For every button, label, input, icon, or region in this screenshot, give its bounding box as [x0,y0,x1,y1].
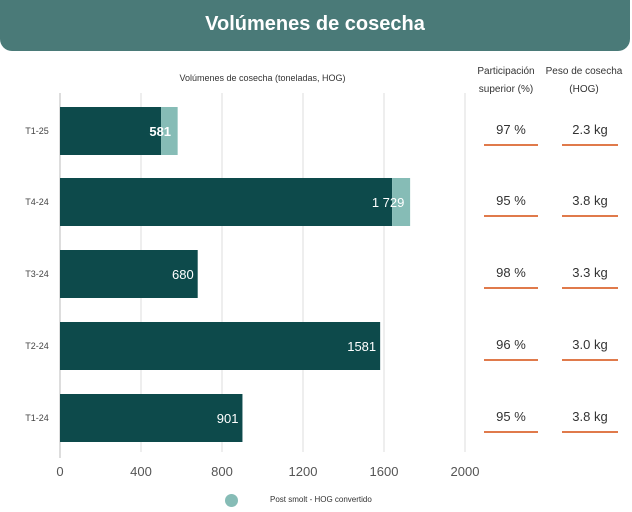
bar-harvest-volume [60,107,162,155]
category-label: T3-24 [25,269,49,279]
data-label: 1 729 [372,195,405,210]
data-label: 680 [172,267,194,282]
bar-harvest-volume [60,322,381,370]
participation-value: 95 % [496,409,526,424]
header-bar: Volúmenes de cosecha [0,0,630,51]
bar-harvest-volume [60,250,198,298]
x-tick-label: 1600 [370,464,399,479]
data-label: 901 [217,411,239,426]
participation-value: 98 % [496,265,526,280]
harvest-weight-value: 3.8 kg [572,193,608,208]
participation-value: 96 % [496,337,526,352]
participation-value: 97 % [496,122,526,137]
cell-underline [484,215,538,217]
chart-title: Volúmenes de cosecha (toneladas, HOG) [179,73,346,83]
harvest-weight-value: 2.3 kg [572,122,608,137]
participation-value: 95 % [496,193,526,208]
x-tick-label: 1200 [289,464,318,479]
cell-underline [484,431,538,433]
cell-underline [562,215,618,217]
bar-harvest-volume [60,178,393,226]
cell-underline [484,287,538,289]
cell-underline [562,431,618,433]
column-header-participation: Participación superior (%) [477,66,535,95]
x-tick-label: 400 [130,464,152,479]
cell-underline [562,359,618,361]
harvest-weight-value: 3.8 kg [572,409,608,424]
x-tick-label: 0 [56,464,63,479]
legend-swatch-post-smolt [225,494,238,507]
column-header-harvest-weight: Peso de cosecha (HOG) [545,66,623,95]
category-label: T2-24 [25,341,49,351]
cell-underline [562,287,618,289]
cell-underline [484,144,538,146]
x-tick-label: 2000 [451,464,480,479]
legend-label-post-smolt: Post smolt - HOG convertido [270,495,372,504]
bar-post-smolt [392,178,411,226]
page-title: Volúmenes de cosecha [205,13,425,35]
harvest-weight-value: 3.0 kg [572,337,608,352]
category-label: T4-24 [25,197,49,207]
harvest-weight-value: 3.3 kg [572,265,608,280]
cell-underline [484,359,538,361]
category-label: T1-24 [25,413,49,423]
data-label: 1581 [347,339,376,354]
x-tick-label: 800 [211,464,233,479]
data-label: 581 [149,124,171,139]
bar-post-smolt [161,107,178,155]
category-label: T1-25 [25,126,49,136]
bar-harvest-volume [60,394,243,442]
cell-underline [562,144,618,146]
